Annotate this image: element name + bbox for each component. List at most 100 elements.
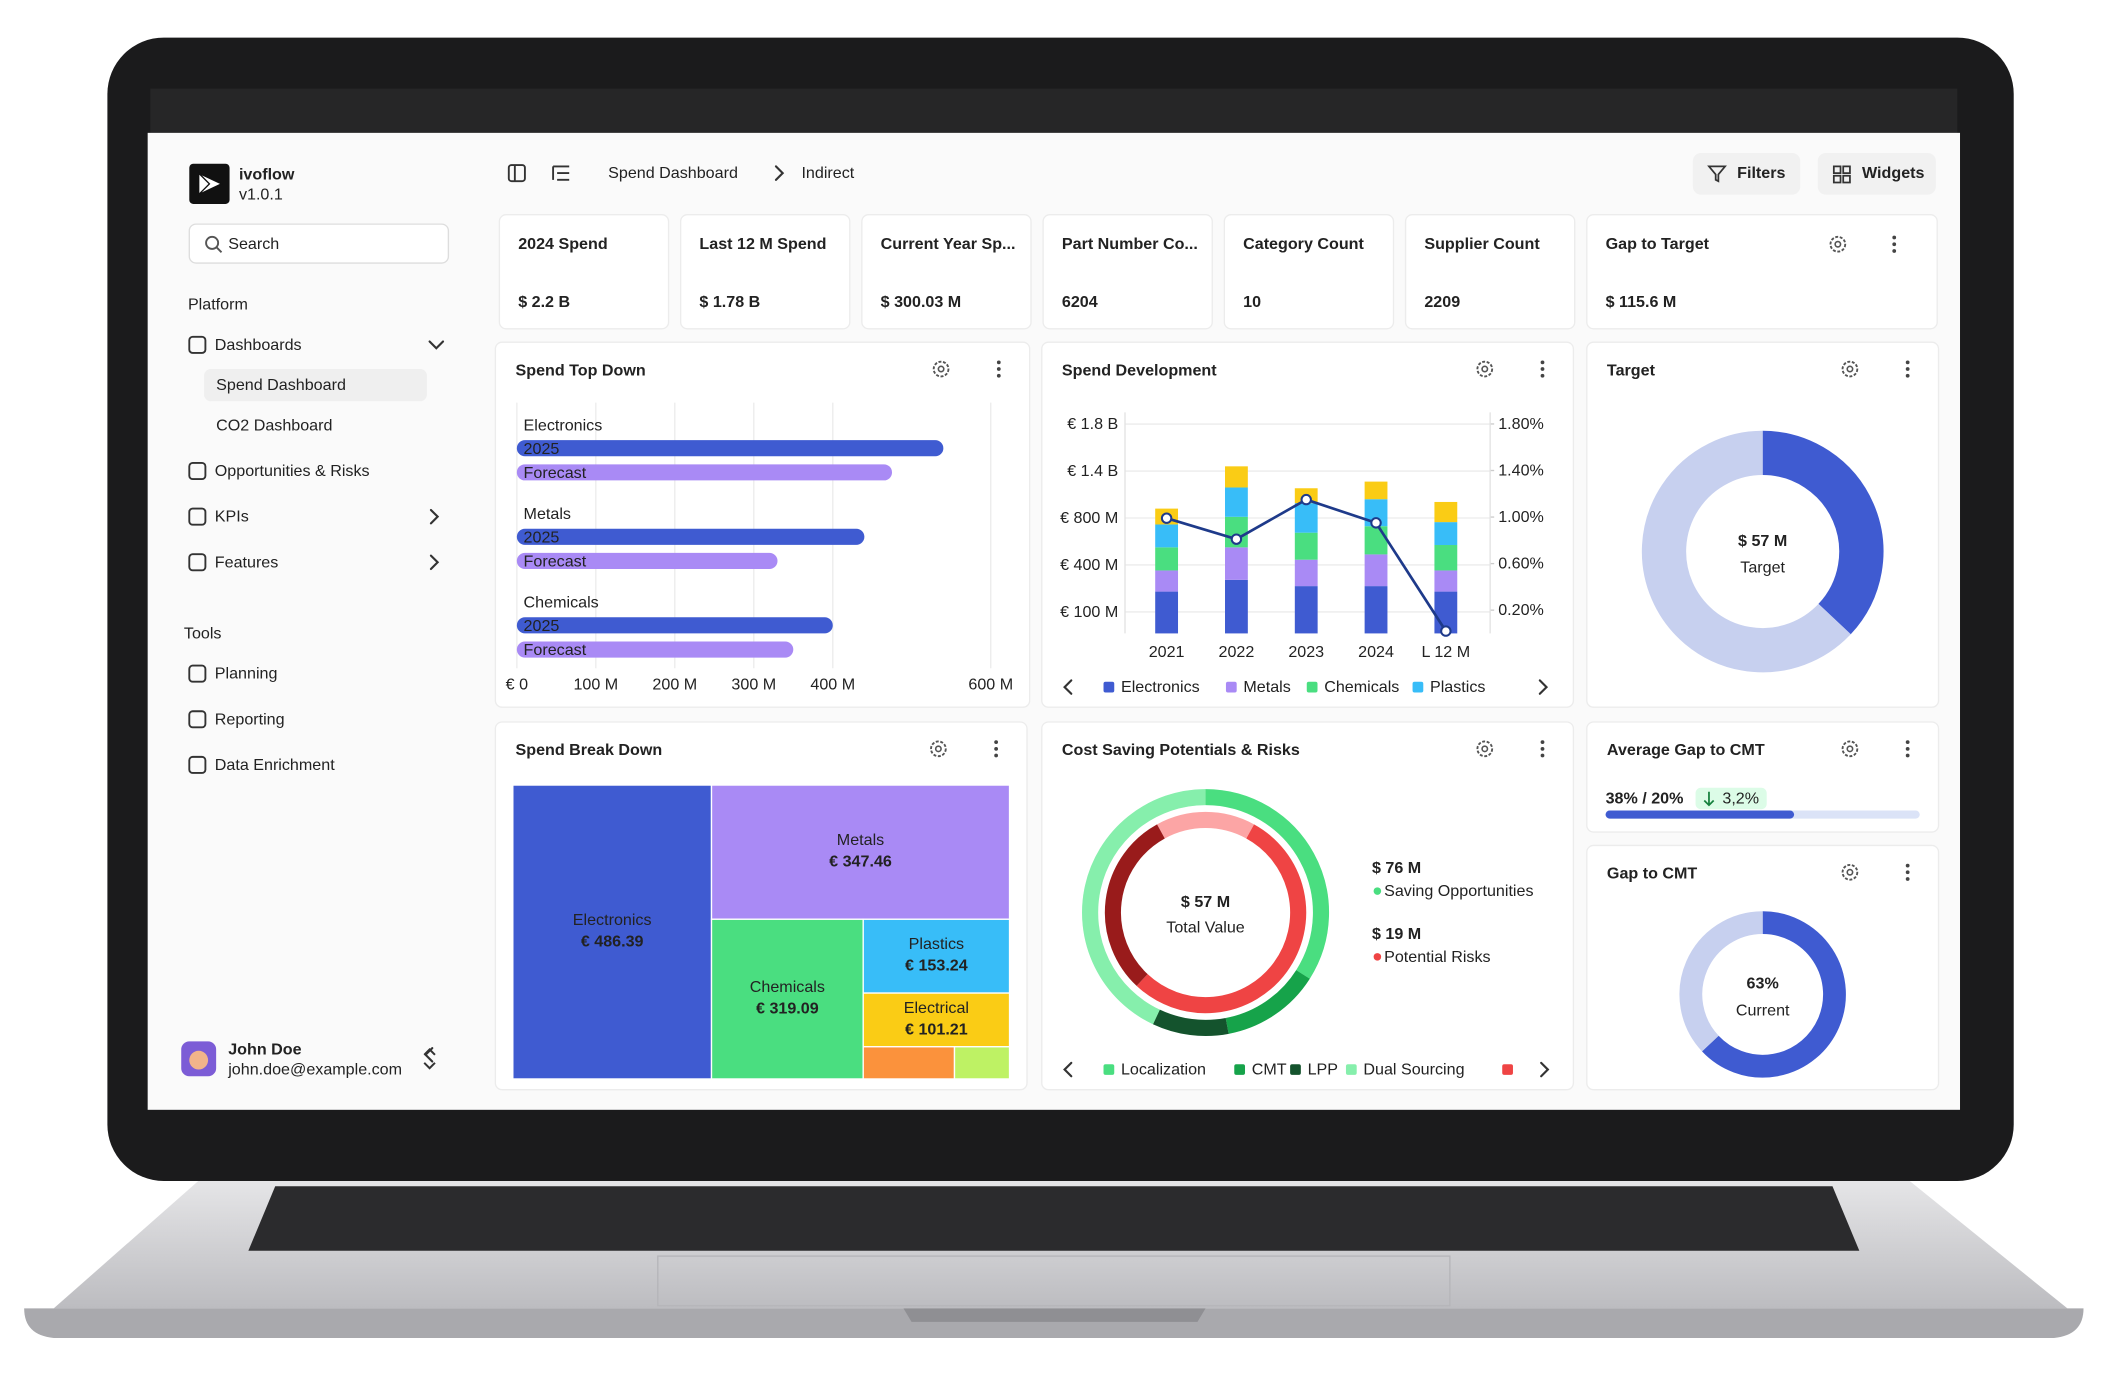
kpi-label: Last 12 M Spend [699,235,826,253]
donut-center-value: $ 57 M [1738,532,1787,550]
y-tick-label: € 100 M [1060,603,1118,621]
bar-segment [1364,526,1388,555]
chevron[interactable] [1063,1061,1073,1078]
filter-icon [1707,165,1727,183]
widget-card [494,341,1031,708]
menu-dot[interactable] [1905,746,1910,751]
menu-dot[interactable] [1540,367,1545,371]
menu-dot[interactable] [1905,360,1910,365]
bar-series-label: Forecast [524,641,587,659]
settings-icon[interactable] [1476,740,1494,758]
menu-dot[interactable] [1540,753,1545,758]
nav-item[interactable]: Opportunities & Risks [215,462,370,480]
menu-dot[interactable] [1540,740,1545,744]
menu-dot[interactable] [1905,373,1910,378]
settings-icon[interactable] [932,360,950,378]
nav-icon [188,553,207,572]
bar-segment [1155,524,1179,548]
settings-icon-core [1481,365,1489,373]
bar-segment [1294,559,1318,587]
menu-dot[interactable] [994,753,998,758]
menu-dot[interactable] [1905,753,1910,758]
x-tick-label: 2024 [1358,643,1394,661]
nav-item[interactable]: Data Enrichment [215,756,335,774]
search-box[interactable] [188,223,450,264]
menu-dot[interactable] [996,373,1001,378]
trackpad [657,1255,1451,1307]
donut-segment [1157,811,1255,839]
nav-item[interactable]: Dashboards [215,336,302,354]
nav-section-title: Platform [188,296,248,314]
bar-segment [1434,570,1458,592]
nav-item[interactable]: KPIs [215,508,249,526]
bar-segment [1294,586,1318,634]
menu-dot[interactable] [1540,373,1545,378]
widget-title: Spend Top Down [516,361,646,379]
treemap-label: Chemicals [750,978,825,996]
bar-segment [1225,487,1248,517]
menu-dot[interactable] [1905,367,1910,371]
chevron[interactable] [428,340,445,350]
nav-item[interactable]: Planning [215,665,278,683]
menu-dot[interactable] [1905,870,1910,875]
menu-dot[interactable] [994,746,998,751]
legend-label: LPP [1308,1061,1338,1079]
chevron[interactable] [1540,1061,1550,1078]
menu-dot[interactable] [1892,242,1897,247]
kpi-value: $ 2.2 B [518,293,570,311]
menu-dot[interactable] [1892,235,1897,240]
menu-dot[interactable] [994,740,998,744]
avatar-face [189,1050,209,1070]
menu-dot[interactable] [1905,863,1910,868]
treemap-tile [862,1046,956,1080]
kpi-value: $ 1.78 B [699,293,760,311]
menu-dot[interactable] [1540,746,1545,751]
settings-icon[interactable] [1841,740,1859,758]
kpi-card [1223,214,1395,330]
legend-label: Dual Sourcing [1363,1061,1464,1079]
menu-dot[interactable] [1892,249,1897,253]
bar-series-label: 2025 [524,440,560,458]
legend-label: Plastics [1430,678,1485,696]
settings-icon[interactable] [1476,360,1494,378]
toolbar-button[interactable] [1692,152,1801,195]
brand-version: v1.0.1 [239,186,283,204]
x-tick-label: 100 M [573,675,618,693]
nav-subitem[interactable]: CO2 Dashboard [216,416,332,434]
nav-item[interactable]: Features [215,553,279,571]
menu-dot[interactable] [996,367,1001,371]
settings-icon-core [1481,745,1489,753]
legend-swatch [1103,681,1115,693]
menu-dot[interactable] [1905,877,1910,881]
settings-icon[interactable] [1841,360,1859,378]
menu-dot[interactable] [996,360,1001,365]
nav-subitem[interactable]: Spend Dashboard [216,376,346,394]
breadcrumb-item[interactable]: Spend Dashboard [608,164,738,182]
donut-segment [1152,1009,1229,1036]
ring-hole [1098,805,1313,1020]
menu-dot[interactable] [1905,740,1910,744]
settings-icon[interactable] [930,740,947,758]
x-tick-label: 2021 [1149,643,1185,661]
user-menu[interactable] [423,1048,436,1070]
nav-item[interactable]: Reporting [215,710,285,728]
chevron[interactable] [1538,679,1549,695]
sidebar-toggle[interactable] [507,164,526,183]
toolbar-button[interactable] [1817,152,1936,195]
donut-segment [1641,430,1851,673]
kpi-label: Current Year Sp... [881,235,1016,253]
kpi-card [498,214,670,330]
nav-active-bg [204,369,427,402]
kpi-card [1404,214,1576,330]
list-toggle[interactable] [552,165,570,181]
menu-dot[interactable] [1540,360,1545,365]
donut-segment [1082,789,1206,1025]
chevron[interactable] [429,508,440,525]
donut-segment [1761,430,1884,635]
settings-icon[interactable] [1841,863,1859,881]
settings-icon[interactable] [1829,235,1847,253]
chevron[interactable] [1063,679,1073,695]
x-tick-label: 300 M [731,675,776,693]
chevron[interactable] [429,554,440,571]
legend-swatch [1345,1064,1357,1075]
